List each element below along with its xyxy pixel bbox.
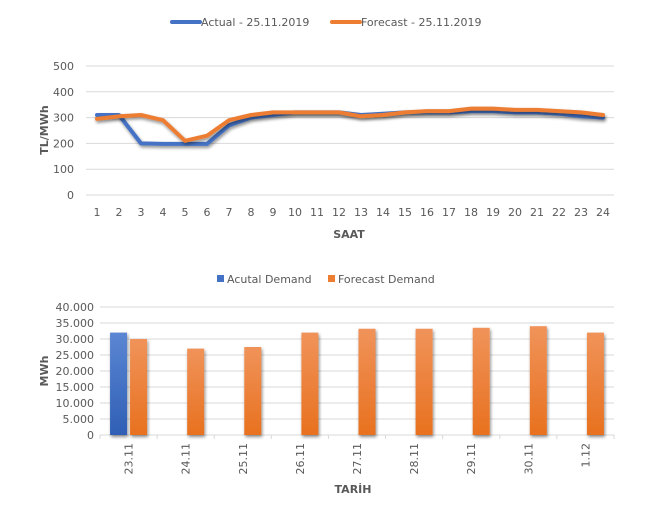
bar-forecast[interactable] xyxy=(472,327,490,435)
legend-swatch-actual-demand xyxy=(217,275,224,282)
line-chart: Actual - 25.11.2019 Forecast - 25.11.201… xyxy=(38,16,614,241)
bar-forecast[interactable] xyxy=(529,326,547,435)
bar-gridlines xyxy=(99,306,615,439)
x-tick-label: 15 xyxy=(398,206,412,219)
y-tick-label: 500 xyxy=(53,60,74,73)
x-tick-label: 1.12 xyxy=(579,443,592,468)
x-tick-label: 8 xyxy=(248,206,255,219)
x-tick-label: 12 xyxy=(332,206,346,219)
y-tick-label: 40.000 xyxy=(56,301,95,314)
legend-label-forecast-demand: Forecast Demand xyxy=(338,273,435,286)
x-tick-label: 23 xyxy=(574,206,588,219)
y-tick-label: 0 xyxy=(67,189,74,202)
x-tick-label: 27.11 xyxy=(351,443,364,475)
legend-item-actual-demand[interactable]: Acutal Demand xyxy=(217,273,312,286)
x-tick-label: 20 xyxy=(508,206,522,219)
line-x-axis-title: SAAT xyxy=(333,228,365,241)
x-tick-label: 14 xyxy=(376,206,390,219)
bar-forecast[interactable] xyxy=(301,332,319,435)
bar-legend: Acutal Demand Forecast Demand xyxy=(217,273,435,286)
x-tick-label: 25.11 xyxy=(237,443,250,475)
legend-item-actual[interactable]: Actual - 25.11.2019 xyxy=(170,16,309,29)
bar-y-axis-title: MWh xyxy=(38,356,51,387)
y-tick-label: 35.000 xyxy=(56,317,95,330)
x-tick-label: 24 xyxy=(596,206,610,219)
y-tick-label: 5.000 xyxy=(63,413,95,426)
y-tick-label: 200 xyxy=(53,137,74,150)
x-tick-label: 6 xyxy=(204,206,211,219)
legend-label-actual-demand: Acutal Demand xyxy=(227,273,312,286)
x-tick-label: 21 xyxy=(530,206,544,219)
x-tick-label: 3 xyxy=(138,206,145,219)
y-tick-label: 15.000 xyxy=(56,381,95,394)
x-tick-label: 11 xyxy=(310,206,324,219)
line-gridlines xyxy=(86,65,614,196)
series-line-forecast[interactable] xyxy=(95,106,605,143)
line-x-tick-labels: 1 2 3 4 5 6 7 8 9 10 11 12 13 14 15 16 17 18 19 20 21 22 23 24 xyxy=(94,206,611,219)
x-tick-label: 17 xyxy=(442,206,456,219)
bar-x-axis-title: TARİH xyxy=(335,482,372,496)
x-tick-label: 22 xyxy=(552,206,566,219)
x-tick-label: 18 xyxy=(464,206,478,219)
y-tick-label: 20.000 xyxy=(56,365,95,378)
x-tick-label: 24.11 xyxy=(180,443,193,475)
bar-x-tick-labels: 23.11 24.11 25.11 26.11 27.11 28.11 29.11 30.11… xyxy=(123,443,593,475)
bar-series xyxy=(110,326,604,435)
legend-swatch-forecast-demand xyxy=(328,275,335,282)
x-tick-label: 23.11 xyxy=(123,443,136,475)
legend-item-forecast[interactable]: Forecast - 25.11.2019 xyxy=(330,16,482,29)
x-tick-label: 2 xyxy=(116,206,123,219)
x-tick-label: 1 xyxy=(94,206,101,219)
bar-chart: Acutal Demand Forecast Demand 0 5.000 10.0… xyxy=(38,273,615,496)
bar-forecast[interactable] xyxy=(586,332,604,435)
bar-forecast[interactable] xyxy=(244,347,262,435)
bar-forecast[interactable] xyxy=(415,328,433,435)
line-series xyxy=(95,106,605,146)
x-tick-label: 28.11 xyxy=(408,443,421,475)
x-tick-label: 4 xyxy=(160,206,167,219)
x-tick-label: 30.11 xyxy=(522,443,535,475)
x-tick-label: 7 xyxy=(226,206,233,219)
y-tick-label: 0 xyxy=(87,429,94,442)
y-tick-label: 10.000 xyxy=(56,397,95,410)
x-tick-label: 5 xyxy=(182,206,189,219)
bar-forecast[interactable] xyxy=(358,328,376,435)
x-tick-label: 19 xyxy=(486,206,500,219)
x-tick-label: 29.11 xyxy=(465,443,478,475)
line-y-tick-labels: 0 100 200 300 400 500 xyxy=(53,60,74,202)
x-tick-label: 9 xyxy=(270,206,277,219)
x-tick-label: 16 xyxy=(420,206,434,219)
line-legend: Actual - 25.11.2019 Forecast - 25.11.201… xyxy=(170,16,482,29)
y-tick-label: 30.000 xyxy=(56,333,95,346)
legend-label-forecast: Forecast - 25.11.2019 xyxy=(361,16,482,29)
legend-label-actual: Actual - 25.11.2019 xyxy=(201,16,309,29)
legend-item-forecast-demand[interactable]: Forecast Demand xyxy=(328,273,435,286)
x-tick-label: 13 xyxy=(354,206,368,219)
y-tick-label: 300 xyxy=(53,112,74,125)
x-tick-label: 10 xyxy=(288,206,302,219)
bar-y-tick-labels: 0 5.000 10.000 15.000 20.000 25.000 30.000 35.0… xyxy=(56,301,95,442)
bar-forecast[interactable] xyxy=(187,348,205,435)
x-tick-label: 26.11 xyxy=(294,443,307,475)
bar-forecast[interactable] xyxy=(130,339,148,435)
y-tick-label: 25.000 xyxy=(56,349,95,362)
y-tick-label: 400 xyxy=(53,86,74,99)
bar-actual[interactable] xyxy=(110,332,128,435)
line-y-axis-title: TL/MWh xyxy=(38,105,51,154)
y-tick-label: 100 xyxy=(53,163,74,176)
